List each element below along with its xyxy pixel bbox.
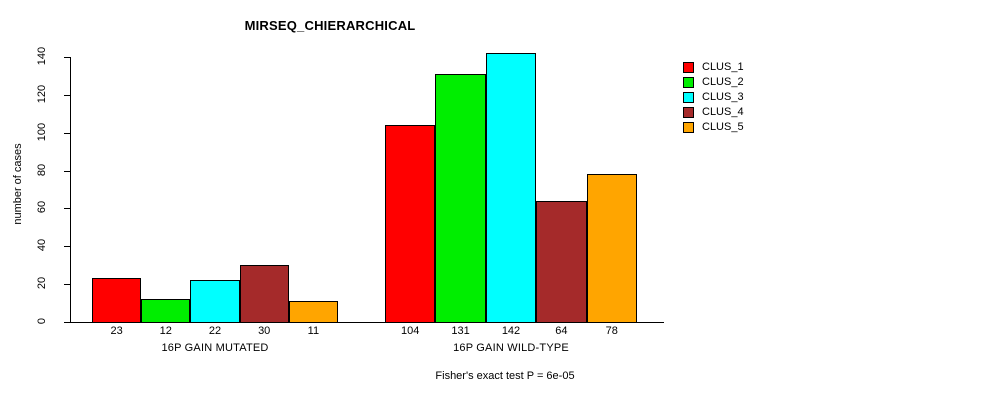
bar	[288, 301, 338, 323]
statistical-test-annotation: Fisher's exact test P = 6e-05	[435, 370, 575, 382]
y-tick-mark	[64, 246, 70, 248]
legend-item: CLUS_3	[683, 90, 744, 105]
legend-color-swatch	[683, 62, 694, 73]
y-tick-label: 80	[36, 163, 48, 176]
bar	[536, 200, 587, 323]
y-tick-label: 0	[36, 317, 48, 325]
y-axis-line	[70, 57, 71, 323]
y-tick-mark	[64, 170, 70, 172]
y-tick-mark	[64, 57, 70, 58]
bar-value-label: 142	[501, 325, 521, 337]
group-axis-label: 16P GAIN WILD-TYPE	[453, 342, 569, 354]
y-axis-title: number of cases	[12, 143, 24, 225]
legend-color-swatch	[683, 122, 694, 133]
y-tick-mark	[64, 132, 70, 134]
bar-value-label: 11	[307, 325, 320, 337]
bar-value-label: 12	[159, 325, 172, 337]
legend-color-swatch	[683, 107, 694, 118]
legend-item-label: CLUS_2	[702, 76, 744, 88]
group-axis-label: 16P GAIN MUTATED	[161, 342, 269, 354]
bar	[586, 174, 637, 323]
legend-item: CLUS_2	[683, 75, 744, 90]
bar-value-label: 30	[258, 325, 271, 337]
legend-item: CLUS_4	[683, 105, 744, 120]
bar	[92, 278, 142, 323]
legend-item-label: CLUS_5	[702, 121, 744, 133]
bar-value-label: 23	[110, 325, 123, 337]
y-tick-label: 40	[36, 239, 48, 252]
y-tick-mark	[64, 94, 70, 96]
y-tick-label: 120	[36, 84, 48, 104]
legend-item: CLUS_5	[683, 120, 744, 135]
bar	[141, 299, 191, 323]
y-tick-label: 60	[36, 201, 48, 214]
y-tick-label: 100	[36, 122, 48, 141]
y-tick-label: 140	[36, 46, 48, 66]
bar-value-label: 131	[451, 325, 470, 337]
legend-color-swatch	[683, 92, 694, 103]
bar	[485, 53, 537, 323]
bar-value-label: 104	[401, 325, 420, 337]
bar	[190, 280, 240, 323]
y-tick-label: 20	[36, 277, 48, 290]
bar	[385, 125, 436, 323]
legend-item-label: CLUS_4	[702, 106, 744, 118]
bar-value-label: 78	[605, 325, 618, 337]
bar	[239, 265, 289, 323]
y-tick-mark	[64, 284, 70, 286]
y-tick-mark	[64, 208, 70, 210]
bar-value-label: 22	[208, 325, 222, 337]
legend-item-label: CLUS_1	[702, 61, 744, 73]
chart-legend: CLUS_1 CLUS_2 CLUS_3 CLUS_4 CLUS_5	[683, 60, 744, 135]
chart-title: MIRSEQ_CHIERARCHICAL	[244, 18, 416, 33]
x-axis-baseline	[70, 322, 664, 323]
legend-color-swatch	[683, 77, 694, 88]
legend-item: CLUS_1	[683, 60, 744, 75]
legend-item-label: CLUS_3	[702, 91, 744, 103]
bar	[435, 74, 486, 323]
bar-value-label: 64	[555, 325, 568, 337]
y-tick-mark	[64, 322, 70, 323]
